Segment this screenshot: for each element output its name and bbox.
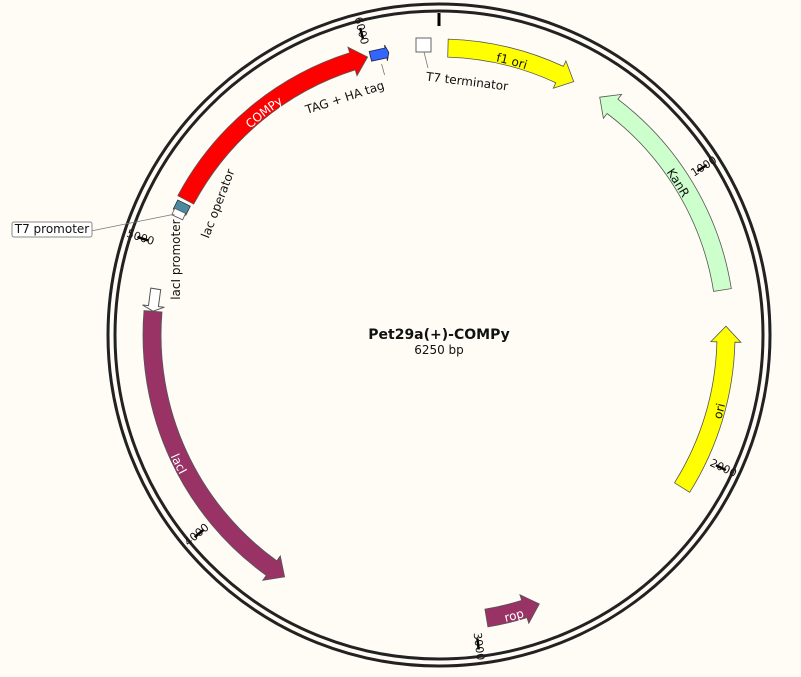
t7-terminator-label: T7 terminator [424,69,509,93]
tick-mark [476,638,480,650]
tick-label: 3000 [471,632,487,661]
t7-promoter-leader [90,213,175,232]
t7-promoter-label: T7 promoter [14,222,90,236]
t7-promoter-marker[interactable] [171,207,187,221]
tick-mark [715,464,727,472]
tick-mark [193,529,204,539]
ori-label-text: ori [711,402,729,421]
ori-label: ori [711,402,729,421]
ori-arrow[interactable] [673,325,742,493]
tick-label: 5000 [125,227,156,248]
t7-terminator-leader [423,51,429,69]
tick-mark [137,235,149,242]
plasmid-name: Pet29a(+)-COMPy [368,327,509,343]
tick-mark [696,164,708,173]
tick-label: 2000 [708,456,739,480]
t7-terminator-box[interactable] [415,37,432,53]
laci-arrow[interactable] [142,310,286,581]
tick-label: 4000 [182,521,212,549]
tick-mark [358,27,365,39]
backbone [106,2,772,668]
tag-ha-tag-arrow[interactable] [368,44,390,62]
rop-label-text: rop [503,606,526,625]
tick-label: 1000 [689,153,720,179]
tag-ha-tag-leader [381,63,385,76]
f1-ori-arrow[interactable] [447,38,575,89]
laci-promoter-arrow[interactable] [142,287,165,312]
plasmid-size: 6250 bp [414,343,464,357]
rop-label: rop [503,606,526,625]
rop-arrow[interactable] [484,593,540,628]
compy-arrow[interactable] [177,46,369,205]
kanr-arrow[interactable] [599,93,732,292]
t7-promoter-label-box [11,221,93,238]
small-features-layer [90,37,432,312]
center-title: Pet29a(+)-COMPy 6250 bp [368,327,509,357]
laci-promoter-label: lacI promoter [169,219,183,299]
backbone-outer-ring [106,2,772,668]
backbone-inner-ring [113,9,765,661]
